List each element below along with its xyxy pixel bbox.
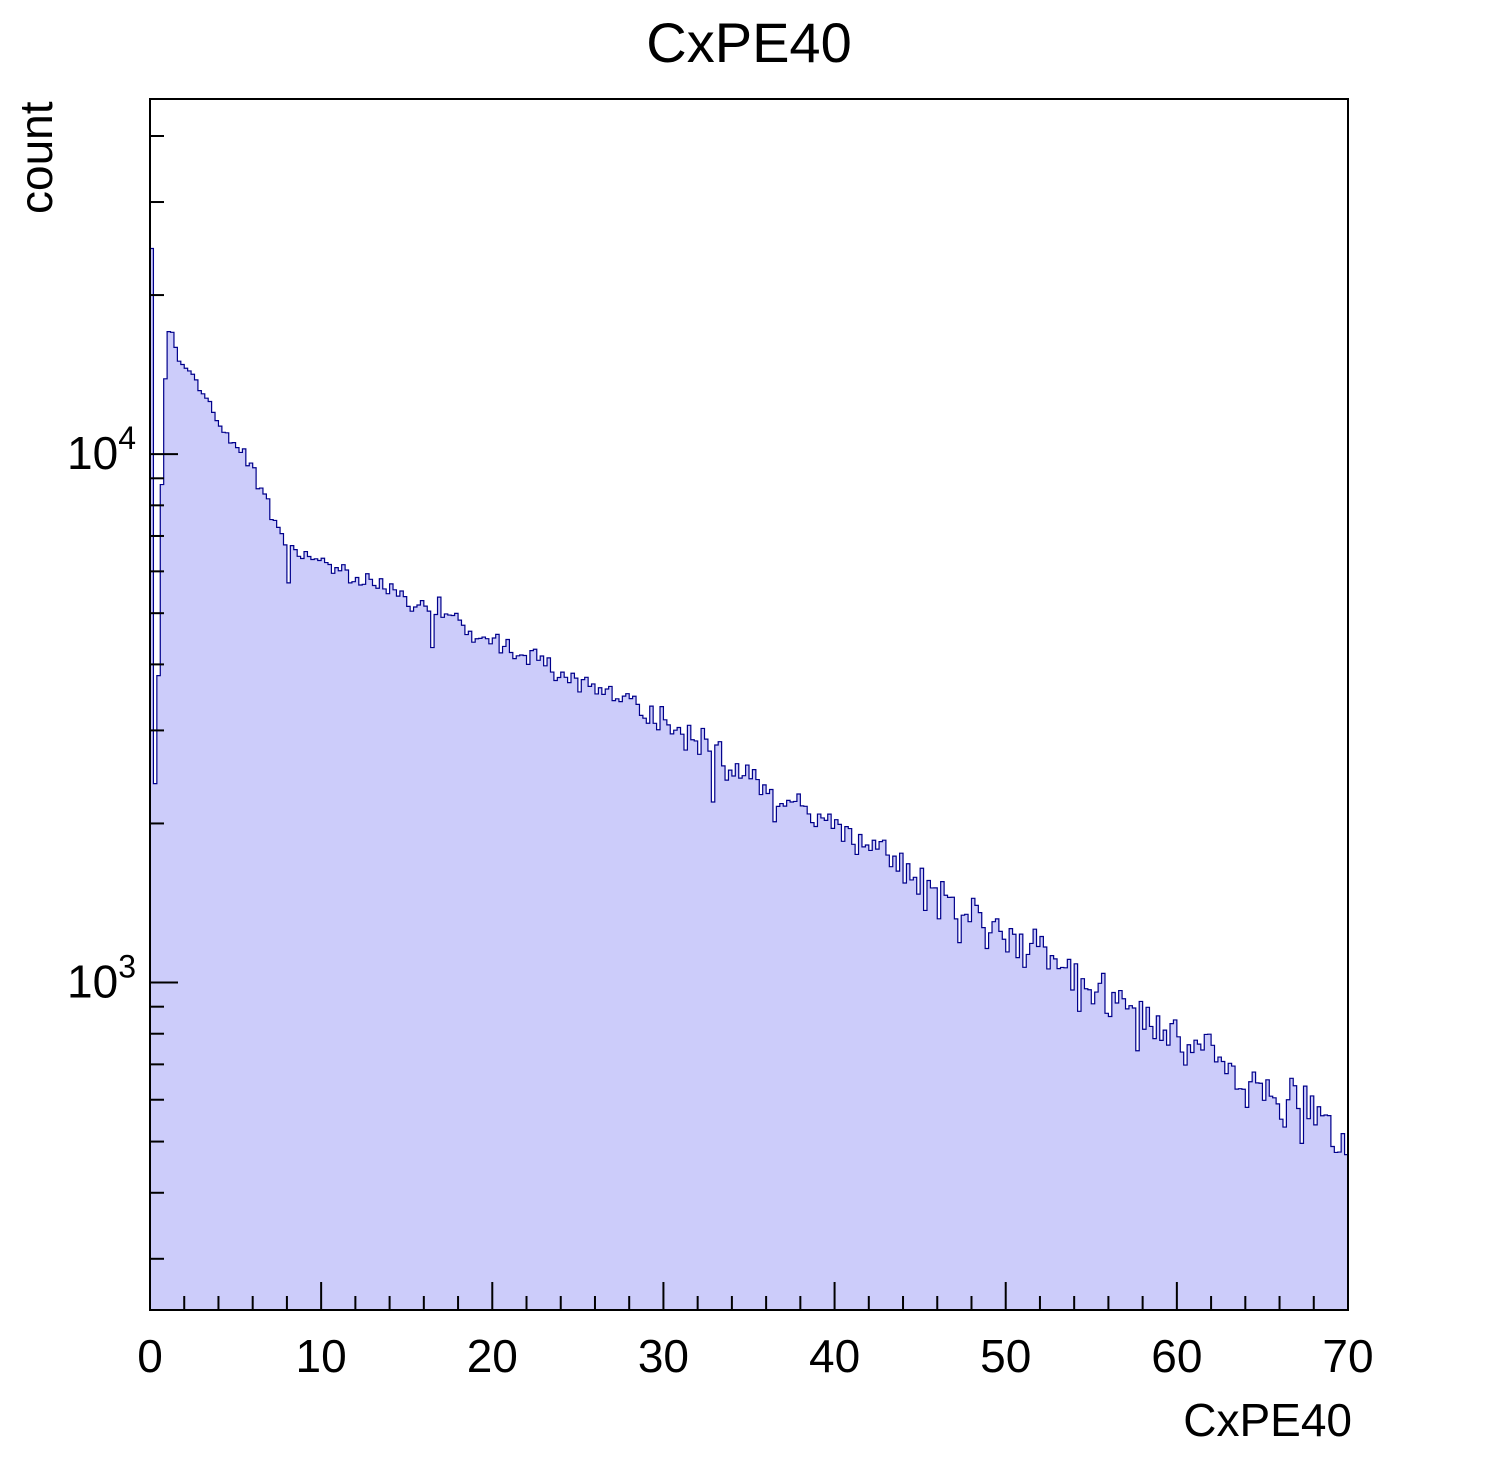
x-tick-label: 60 — [1151, 1330, 1202, 1382]
x-tick-label: 40 — [809, 1330, 860, 1382]
x-tick-label: 70 — [1322, 1330, 1373, 1382]
histogram-series — [149, 247, 1349, 1311]
x-tick-label: 20 — [467, 1330, 518, 1382]
x-axis-label: CxPE40 — [1183, 1394, 1352, 1446]
y-axis-label: count — [10, 101, 62, 214]
x-tick-label: 10 — [296, 1330, 347, 1382]
x-tick-label: 50 — [980, 1330, 1031, 1382]
y-tick-label: 104 — [67, 420, 136, 479]
plot-area: 0 10 20 30 40 50 60 70 103 104 — [67, 135, 1374, 1382]
plot-frame — [149, 98, 1349, 1311]
y-tick-label: 103 — [67, 949, 136, 1008]
x-tick-label: 0 — [137, 1330, 163, 1382]
chart-title: CxPE40 — [646, 11, 851, 74]
x-tick-label: 30 — [638, 1330, 689, 1382]
